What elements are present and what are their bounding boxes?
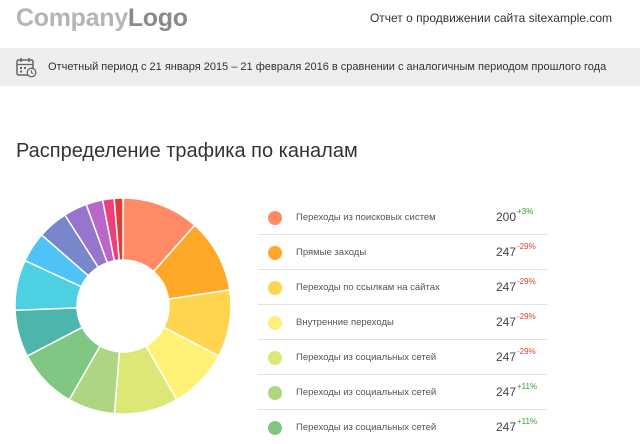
donut-slice-15[interactable] <box>113 197 124 261</box>
legend-value: 247 <box>495 315 516 329</box>
legend-value: 247 <box>495 385 516 399</box>
legend-label: Переходы из поисковых систем <box>296 212 436 223</box>
legend-row[interactable]: Переходы из поисковых систем 200 +3% <box>258 200 548 235</box>
legend-value: 247 <box>495 245 516 259</box>
legend-change: +11% <box>517 417 538 426</box>
legend-label: Переходы по ссылкам на сайтах <box>296 282 440 293</box>
report-period-text: Отчетный период с 21 января 2015 – 21 фе… <box>48 61 607 73</box>
page-header: CompanyLogo Отчет о продвижении сайта si… <box>0 0 640 44</box>
legend-change: +3% <box>517 207 534 216</box>
legend-swatch <box>268 386 282 400</box>
legend-swatch <box>268 421 282 435</box>
legend-row[interactable]: Переходы по ссылкам на сайтах 247 -29% <box>258 270 548 305</box>
logo-part-company: Company <box>16 4 128 32</box>
legend-change: -29% <box>517 277 536 286</box>
legend-swatch <box>268 211 282 225</box>
report-title: Отчет о продвижении сайта sitexample.com <box>369 11 612 25</box>
legend-label: Переходы из социальных сетей <box>296 387 437 398</box>
legend-row[interactable]: Прямые заходы 247 -29% <box>258 235 548 270</box>
report-period-bar: Отчетный период с 21 января 2015 – 21 фе… <box>0 48 640 86</box>
company-logo[interactable]: CompanyLogo <box>16 3 188 33</box>
legend-row[interactable]: Переходы из социальных сетей 247 -29% <box>258 340 548 375</box>
logo-part-logo: Logo <box>127 4 188 32</box>
legend-value: 200 <box>495 210 516 224</box>
legend-label: Прямые заходы <box>296 247 367 258</box>
legend-label: Переходы из социальных сетей <box>296 352 437 363</box>
section-title: Распределение трафика по каналам <box>16 140 358 162</box>
legend-swatch <box>268 246 282 260</box>
legend-change: -29% <box>517 312 536 321</box>
calendar-icon <box>16 58 37 78</box>
traffic-donut-chart <box>14 197 232 415</box>
legend-change: -29% <box>517 242 536 251</box>
legend-value: 247 <box>495 280 516 294</box>
legend-value: 247 <box>495 420 516 434</box>
legend-value: 247 <box>495 350 516 364</box>
legend-row[interactable]: Переходы из социальных сетей 247 +11% <box>258 375 548 410</box>
legend-row[interactable]: Внутренние переходы 247 -29% <box>258 305 548 340</box>
legend-change: +11% <box>517 382 538 391</box>
legend-change: -29% <box>517 347 536 356</box>
legend-swatch <box>268 281 282 295</box>
legend-swatch <box>268 316 282 330</box>
traffic-legend: Переходы из поисковых систем 200 +3% Прямые… <box>258 200 548 444</box>
legend-swatch <box>268 351 282 365</box>
legend-label: Переходы из социальных сетей <box>296 422 437 433</box>
legend-row[interactable]: Переходы из социальных сетей 247 +11% <box>258 410 548 444</box>
legend-label: Внутренние переходы <box>296 317 394 328</box>
